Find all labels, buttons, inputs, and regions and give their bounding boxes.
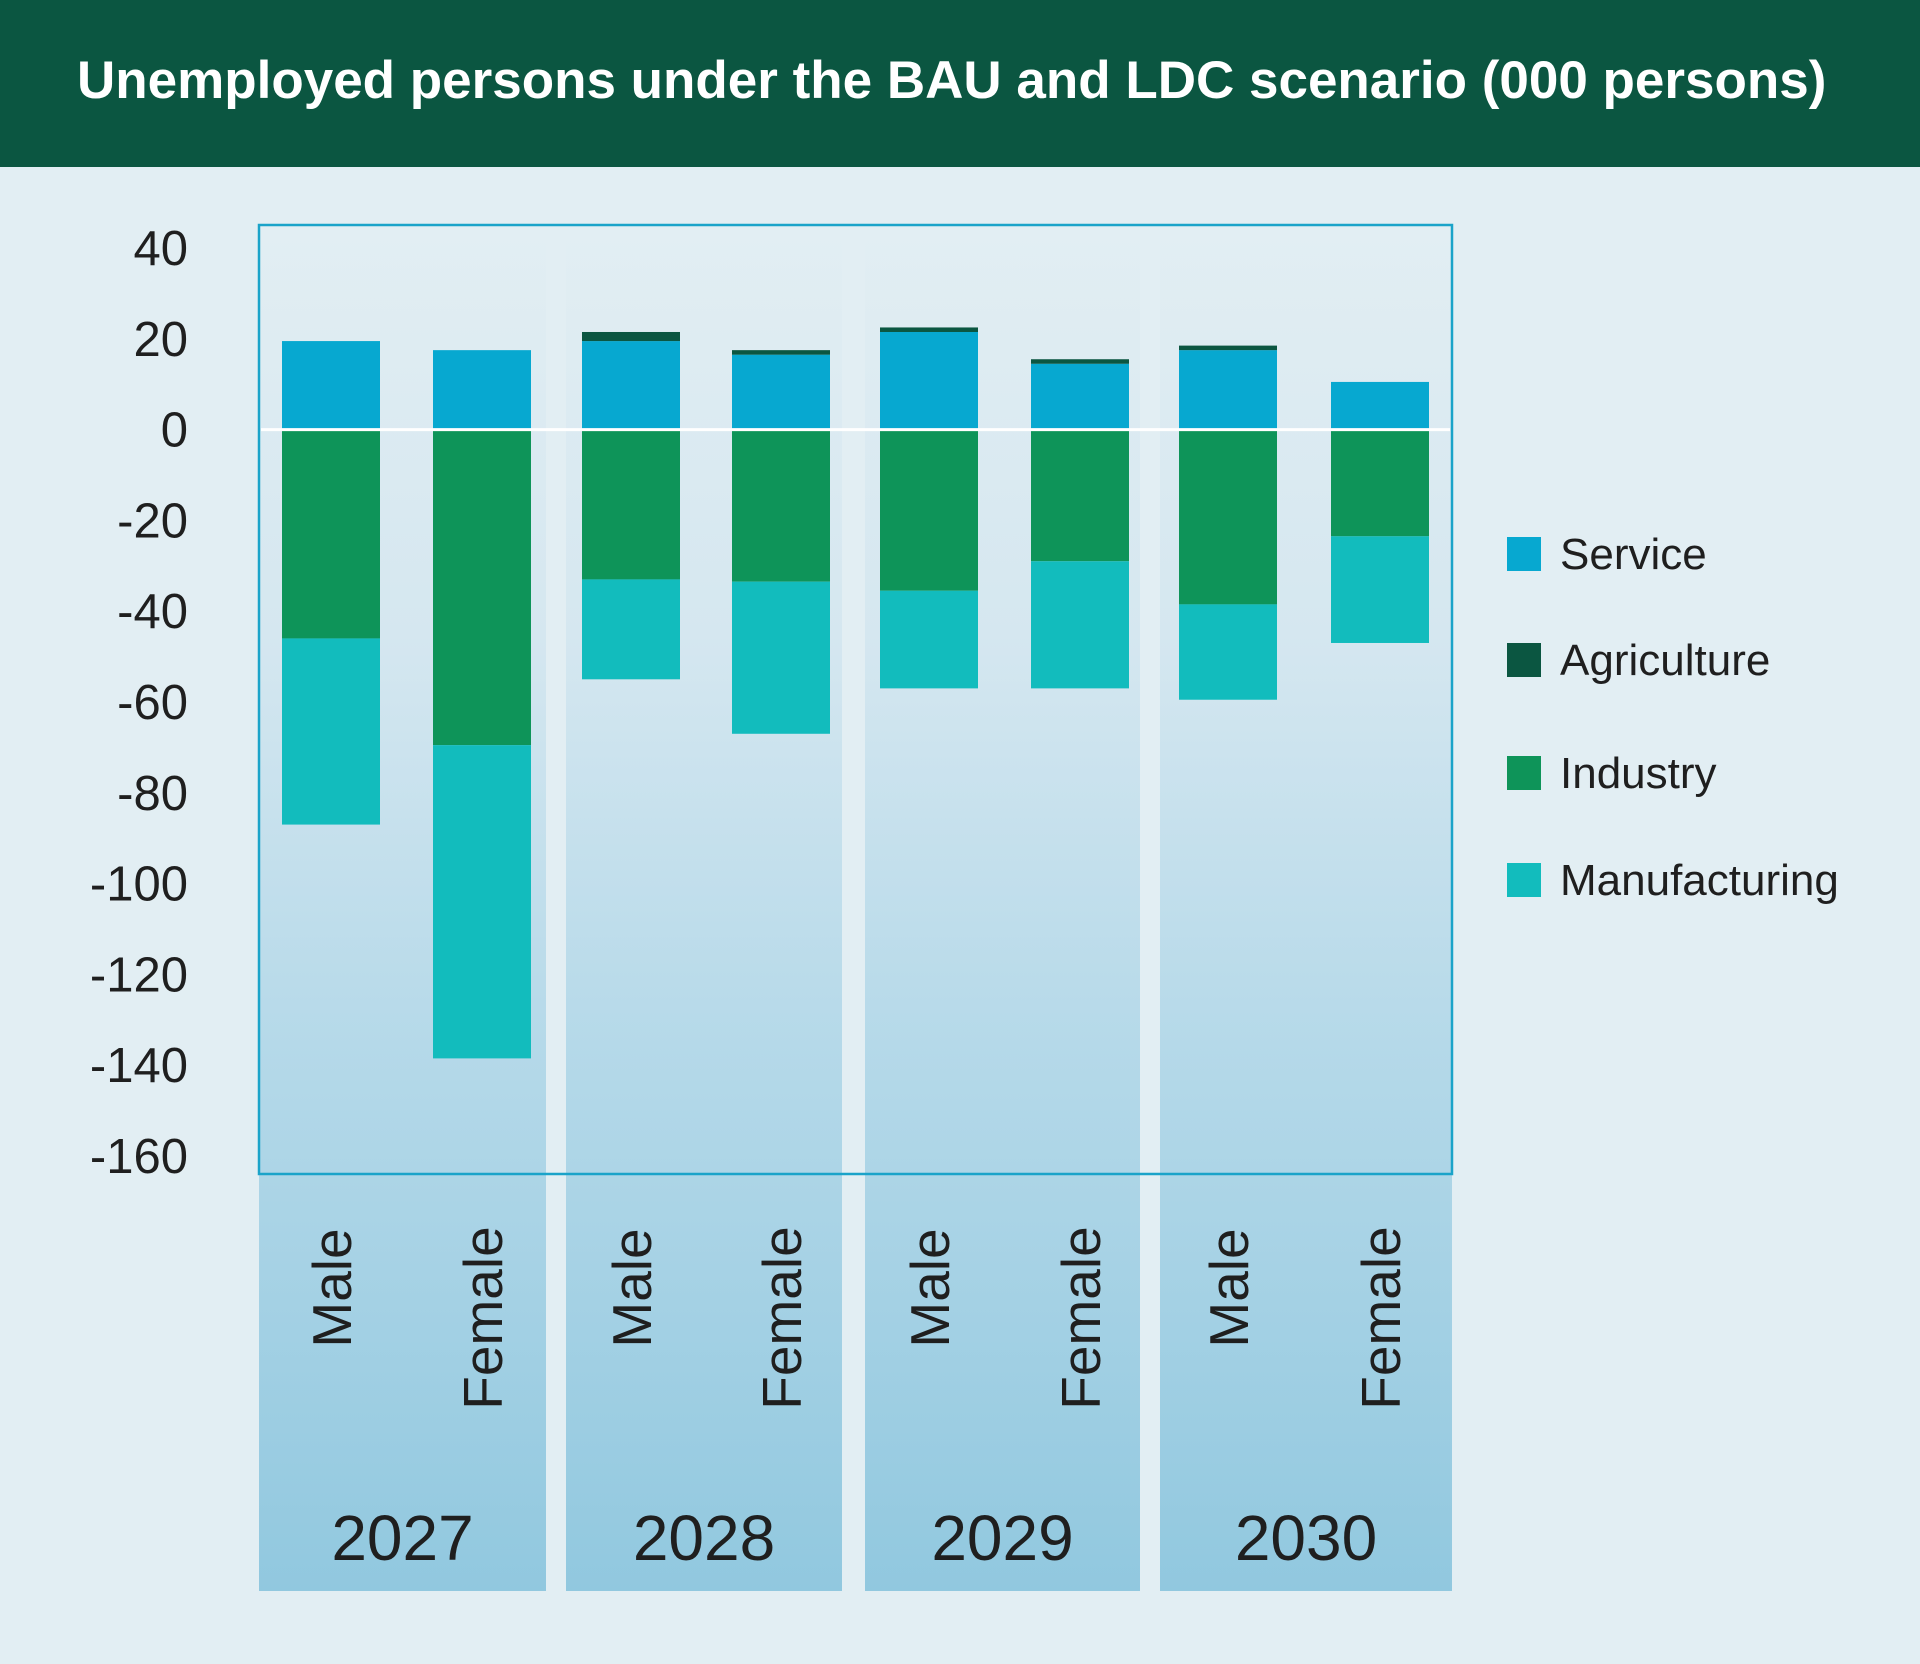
y-tick-label: -40 <box>117 585 188 639</box>
bar-service-2030-male <box>1179 350 1277 430</box>
y-tick-label: -120 <box>90 948 188 1002</box>
bars <box>282 327 1429 1059</box>
bar-industry-2029-female <box>1031 429 1129 562</box>
bar-service-2029-female <box>1031 363 1129 430</box>
y-tick-label: -100 <box>90 858 188 912</box>
legend-label-service: Service <box>1560 530 1707 579</box>
category-label-2027-female: Female <box>452 1226 514 1409</box>
bar-industry-2029-male <box>880 429 978 591</box>
year-label-2030: 2030 <box>1235 1502 1377 1574</box>
legend-swatch-agriculture <box>1507 643 1541 677</box>
bar-service-2027-male <box>282 341 380 430</box>
year-label-2028: 2028 <box>633 1502 775 1574</box>
category-label-2030-female: Female <box>1350 1226 1412 1409</box>
category-label-2029-female: Female <box>1050 1226 1112 1409</box>
legend-swatch-service <box>1507 537 1541 571</box>
chart-title: Unemployed persons under the BAU and LDC… <box>77 51 1827 110</box>
y-tick-label: 20 <box>133 313 188 367</box>
bar-service-2029-male <box>880 331 978 430</box>
y-tick-label: -20 <box>117 494 188 548</box>
year-labels: 2027 2028 2029 2030 <box>331 1502 1377 1574</box>
bar-manufacturing-2028-female <box>732 581 830 734</box>
y-tick-label: 0 <box>161 404 188 458</box>
y-axis: 40 20 0 -20 -40 -60 -80 -100 -120 -140 -160 <box>90 222 188 1184</box>
legend: Service Agriculture Industry Manufacturing <box>1507 530 1839 905</box>
bar-agriculture-2028-male <box>582 331 680 342</box>
bar-industry-2027-male <box>282 429 380 639</box>
y-tick-label: -140 <box>90 1039 188 1093</box>
bar-manufacturing-2027-male <box>282 638 380 825</box>
category-label-2029-male: Male <box>899 1228 961 1347</box>
category-labels: Male Female Male Female Male Female Male Female <box>301 1226 1412 1409</box>
y-tick-label: -60 <box>117 676 188 730</box>
bar-industry-2028-male <box>582 429 680 580</box>
legend-label-agriculture: Agriculture <box>1560 636 1770 685</box>
y-tick-label: 40 <box>133 222 188 276</box>
bar-industry-2028-female <box>732 429 830 582</box>
bar-manufacturing-2030-female <box>1331 536 1429 643</box>
category-label-2030-male: Male <box>1198 1228 1260 1347</box>
bar-industry-2030-female <box>1331 429 1429 537</box>
bar-manufacturing-2029-male <box>880 590 978 689</box>
year-label-2027: 2027 <box>331 1502 473 1574</box>
legend-swatch-manufacturing <box>1507 863 1541 897</box>
bar-agriculture-2029-female <box>1031 359 1129 364</box>
bar-agriculture-2029-male <box>880 327 978 332</box>
legend-label-manufacturing: Manufacturing <box>1560 856 1839 905</box>
bar-manufacturing-2028-male <box>582 579 680 680</box>
bar-service-2030-female <box>1331 381 1429 430</box>
category-label-2028-female: Female <box>751 1226 813 1409</box>
bar-service-2028-male <box>582 341 680 430</box>
legend-label-industry: Industry <box>1560 749 1717 798</box>
bar-manufacturing-2027-female <box>433 745 531 1059</box>
category-label-2028-male: Male <box>601 1228 663 1347</box>
header-bar: Unemployed persons under the BAU and LDC… <box>0 0 1920 167</box>
category-label-2027-male: Male <box>301 1228 363 1347</box>
bar-manufacturing-2030-male <box>1179 604 1277 700</box>
bar-manufacturing-2029-female <box>1031 561 1129 689</box>
legend-swatch-industry <box>1507 756 1541 790</box>
bar-industry-2030-male <box>1179 429 1277 605</box>
bar-service-2027-female <box>433 350 531 430</box>
y-tick-label: -80 <box>117 767 188 821</box>
year-label-2029: 2029 <box>931 1502 1073 1574</box>
bar-agriculture-2030-male <box>1179 345 1277 351</box>
bar-service-2028-female <box>732 354 830 430</box>
y-tick-label: -160 <box>90 1130 188 1184</box>
bar-industry-2027-female <box>433 429 531 746</box>
plot-frame <box>257 223 1454 1176</box>
bar-agriculture-2028-female <box>732 350 830 355</box>
